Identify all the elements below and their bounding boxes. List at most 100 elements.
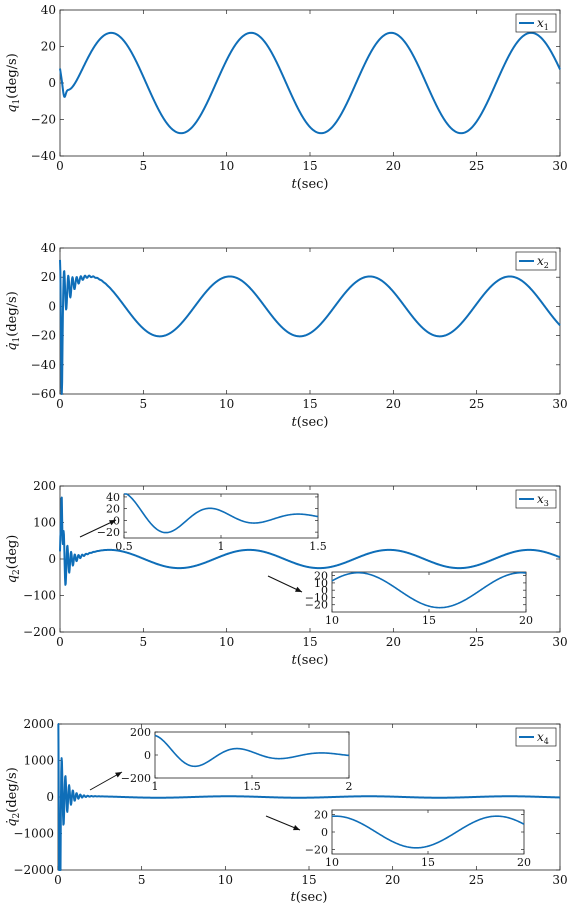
y-tick-label: 2000 xyxy=(23,717,54,731)
x-tick-label: 5 xyxy=(140,159,148,173)
legend: x2 xyxy=(515,251,557,271)
y-tick-label: 0 xyxy=(46,790,54,804)
y-tick-label: 0 xyxy=(321,826,328,839)
y-tick-label: 200 xyxy=(33,479,56,493)
legend-label: x1 xyxy=(537,16,549,32)
inset-series-line xyxy=(154,734,350,768)
x-tick-label: 30 xyxy=(552,873,567,887)
y-tick-label: −100 xyxy=(23,589,56,603)
y-tick-label: 40 xyxy=(41,3,56,17)
x-tick-label: 30 xyxy=(552,397,567,411)
x-tick-label: 10 xyxy=(219,635,234,649)
x-tick-label: 30 xyxy=(552,635,567,649)
x-tick-label: 20 xyxy=(519,614,533,627)
x-tick-label: 15 xyxy=(421,856,435,869)
legend-label: x3 xyxy=(537,492,549,508)
y-tick-label: 20 xyxy=(41,40,56,54)
y-tick-label: −200 xyxy=(23,625,56,639)
y-axis-label: q̇2(deg/s) xyxy=(5,767,22,827)
y-axis-label: q̇1(deg/s) xyxy=(5,291,22,351)
x-tick-label: 15 xyxy=(302,159,317,173)
y-tick-label: 0 xyxy=(48,76,56,90)
y-tick-label: −200 xyxy=(121,772,151,785)
y-tick-label: −40 xyxy=(31,358,56,372)
series-line-x4 xyxy=(57,723,561,871)
legend: x3 xyxy=(515,489,557,509)
chart-panel-1: 0 5 10 15 20 25 30 −40 −20 0 20 40 x1 t(sec) q1(deg/s) xyxy=(5,3,568,192)
x-tick-label: 10 xyxy=(325,856,339,869)
zoom-arrow xyxy=(79,519,117,538)
x-axis-label: t(sec) xyxy=(291,653,328,668)
y-tick-label: −20 xyxy=(97,526,120,539)
y-tick-label: −60 xyxy=(31,387,56,401)
legend-label: x2 xyxy=(537,254,549,270)
axes-frame xyxy=(59,9,561,157)
zoom-arrow-head xyxy=(293,825,300,831)
inset-frame xyxy=(123,493,319,539)
x-tick-label: 0 xyxy=(56,159,64,173)
y-tick-label: −20 xyxy=(31,113,56,127)
x-tick-label: 10 xyxy=(219,159,234,173)
x-tick-label: 25 xyxy=(469,397,484,411)
x-tick-label: 5 xyxy=(138,873,146,887)
x-axis-label: t(sec) xyxy=(291,177,328,192)
y-tick-label: −20 xyxy=(305,844,328,857)
legend: x4 xyxy=(515,727,557,747)
x-tick-label: 25 xyxy=(469,873,484,887)
x-tick-label: 30 xyxy=(552,159,567,173)
y-axis-label: q1(deg/s) xyxy=(5,53,22,113)
x-tick-label: 0 xyxy=(56,397,64,411)
x-tick-label: 0 xyxy=(54,873,62,887)
y-tick-label: 40 xyxy=(106,491,120,504)
x-tick-label: 10 xyxy=(219,397,234,411)
x-tick-label: 25 xyxy=(469,159,484,173)
legend-label: x4 xyxy=(537,730,549,746)
x-tick-label: 10 xyxy=(218,873,233,887)
legend: x1 xyxy=(515,13,557,33)
x-tick-label: 15 xyxy=(302,397,317,411)
y-tick-label: 20 xyxy=(314,570,328,583)
x-tick-label: 0 xyxy=(56,635,64,649)
y-tick-label: 0 xyxy=(48,299,56,313)
legend-box xyxy=(515,251,557,271)
chart-panel-4: 0 5 10 15 20 25 30−2000−1000010002000x4t(sec)q… xyxy=(5,717,568,905)
x-axis-label: t(sec) xyxy=(290,890,327,905)
y-tick-label: 10 xyxy=(314,577,328,590)
y-tick-label: −20 xyxy=(305,599,328,612)
x-tick-label: 5 xyxy=(140,635,148,649)
legend-box xyxy=(515,13,557,33)
x-tick-label: 20 xyxy=(386,159,401,173)
zoom-arrow-head xyxy=(295,586,302,592)
y-tick-label: −40 xyxy=(31,149,56,163)
y-tick-label: −20 xyxy=(31,329,56,343)
series-line-x1 xyxy=(59,31,561,135)
y-tick-label: −10 xyxy=(305,591,328,604)
inset-frame xyxy=(154,731,350,779)
x-tick-label: 1.5 xyxy=(309,540,327,553)
zoom-arrow-head xyxy=(109,520,116,526)
x-tick-label: 5 xyxy=(140,397,148,411)
y-tick-label: 20 xyxy=(41,270,56,284)
x-tick-label: 10 xyxy=(325,614,339,627)
x-tick-label: 0.5 xyxy=(115,540,133,553)
y-tick-label: 0 xyxy=(48,552,56,566)
y-tick-label: 40 xyxy=(41,241,56,255)
x-axis-label: t(sec) xyxy=(291,415,328,430)
chart-panel-2: 0 5 10 15 20 25 30 −60 −40 −20 0 20 40 x2 t(sec) q̇1(de… xyxy=(5,241,568,430)
y-tick-label: 0 xyxy=(113,514,120,527)
x-tick-label: 25 xyxy=(469,635,484,649)
inset-chart-2: 10 15 20 −20 0 20 xyxy=(305,808,531,869)
x-tick-label: 2 xyxy=(346,780,353,793)
axes-frame xyxy=(59,247,561,395)
legend-box xyxy=(515,489,557,509)
x-tick-label: 1.5 xyxy=(243,780,261,793)
inset-series-line xyxy=(331,815,525,849)
inset-series-line xyxy=(331,571,527,609)
series-line-x3 xyxy=(59,496,561,586)
x-tick-label: 1 xyxy=(152,780,159,793)
y-tick-label: 1000 xyxy=(23,754,54,768)
y-tick-label: −1000 xyxy=(13,827,54,841)
